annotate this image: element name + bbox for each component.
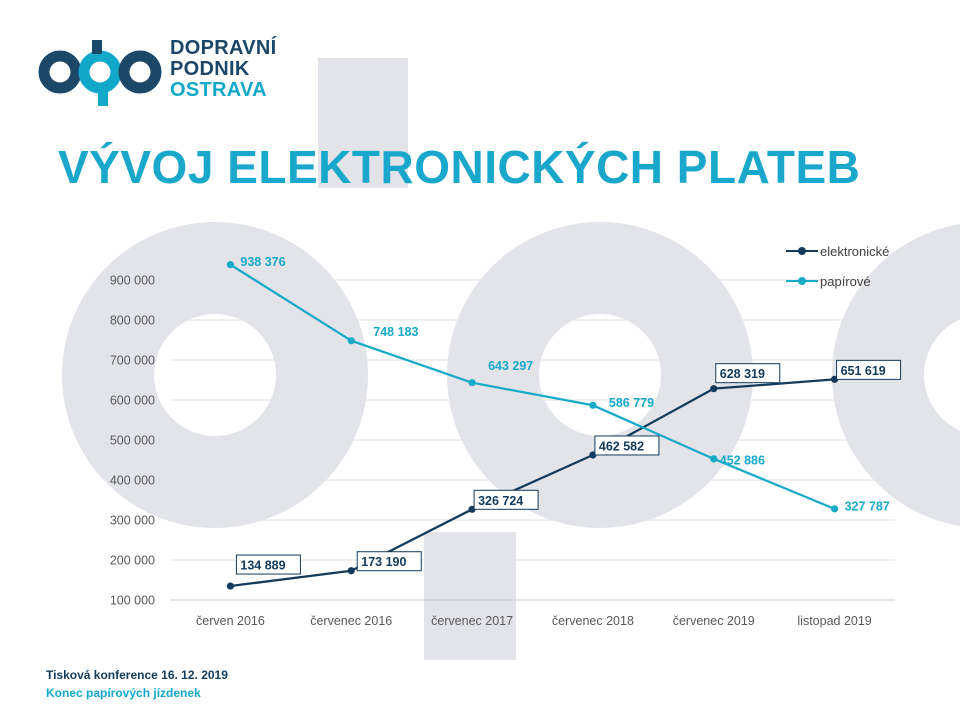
footer-event: Tisková konference 16. 12. 2019 [46, 668, 228, 682]
data-label-box [715, 363, 781, 384]
series-line [229, 263, 836, 510]
x-tick-label: červenec 2017 [431, 614, 513, 628]
data-label: 173 190 [361, 555, 406, 569]
x-tick-label: červenec 2018 [552, 614, 634, 628]
data-label: 748 183 [373, 325, 418, 339]
data-label: 326 724 [478, 494, 523, 508]
watermark-stem-top [318, 58, 408, 188]
slide-title: VÝVOJ ELEKTRONICKÝCH PLATEB [58, 141, 861, 193]
series-line [230, 378, 835, 588]
data-label-box [356, 551, 422, 572]
data-label-box [594, 435, 660, 456]
data-point [710, 385, 718, 393]
data-label: 643 297 [488, 359, 533, 373]
y-tick-label: 600 000 [110, 394, 155, 408]
y-tick-label: 100 000 [110, 594, 155, 608]
data-point [589, 401, 597, 409]
legend-label: papírové [820, 273, 871, 289]
watermark-ring-center [447, 222, 753, 528]
brand-name-line-2: PODNIK [170, 58, 250, 80]
y-tick-label: 200 000 [110, 554, 155, 568]
watermark-stem-bottom [424, 532, 516, 660]
legend-line-icon [786, 277, 818, 285]
data-label-box [836, 359, 902, 380]
data-label: 327 787 [845, 499, 890, 513]
footer: Tisková konference 16. 12. 2019 Konec pa… [46, 666, 228, 702]
y-tick-label: 400 000 [110, 474, 155, 488]
legend-label: elektronické [820, 243, 890, 259]
data-label-box [473, 489, 539, 510]
x-tick-label: červenec 2019 [673, 614, 755, 628]
data-label: 938 376 [240, 255, 285, 269]
y-tick-label: 700 000 [110, 354, 155, 368]
y-tick-label: 300 000 [110, 514, 155, 528]
x-tick-label: červenec 2016 [310, 614, 392, 628]
brand-logo-icon [38, 40, 162, 106]
y-tick-label: 900 000 [110, 274, 155, 288]
y-tick-label: 500 000 [110, 434, 155, 448]
legend-line-icon [786, 247, 818, 255]
legend-item-elektronicke: elektronické [786, 236, 889, 266]
data-point [468, 379, 476, 387]
data-label: 452 886 [720, 453, 765, 467]
footer-topic: Konec papírových jízdenek [46, 686, 201, 700]
x-tick-label: listopad 2019 [797, 614, 871, 628]
data-label: 628 319 [720, 367, 765, 381]
legend-item-papirove: papírové [786, 266, 889, 296]
data-point [226, 582, 235, 590]
data-label-box [235, 554, 301, 575]
data-point [226, 261, 235, 269]
brand-name-line-3: OSTRAVA [170, 79, 267, 101]
data-point [830, 505, 839, 513]
x-tick-label: červen 2016 [196, 614, 265, 628]
data-label: 586 779 [609, 396, 654, 410]
brand-name: DOPRAVNÍ PODNIK OSTRAVA [170, 38, 276, 101]
brand-name-line-1: DOPRAVNÍ [170, 37, 277, 59]
data-label: 651 619 [841, 364, 886, 378]
y-tick-label: 800 000 [110, 314, 155, 328]
watermark-ring-left [62, 222, 368, 528]
chart-legend: elektronické papírové [786, 236, 889, 296]
data-point [347, 337, 355, 345]
data-label: 134 889 [240, 559, 285, 573]
data-point [347, 567, 355, 575]
data-point [710, 455, 718, 463]
data-label: 462 582 [599, 439, 644, 453]
